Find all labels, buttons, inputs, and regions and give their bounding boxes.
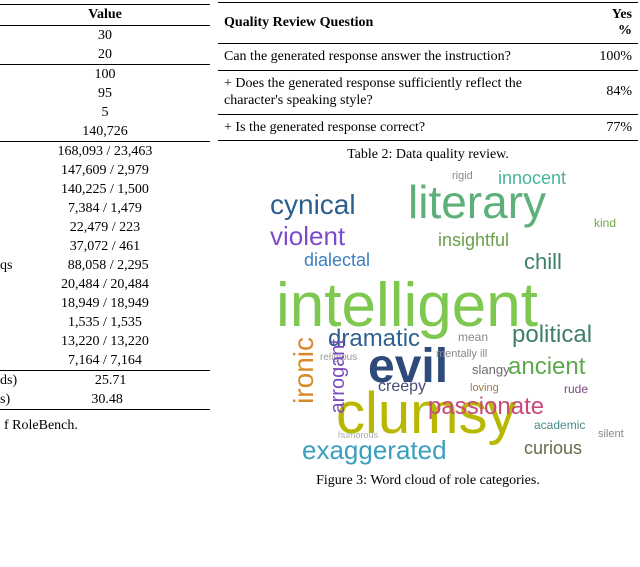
qr-pct-cell: 77%: [589, 114, 638, 141]
wordcloud-word: insightful: [438, 231, 509, 249]
wordcloud-word: exaggerated: [302, 437, 447, 463]
left-table-region: Value 3020100955140,726168,093 / 23,4631…: [0, 0, 210, 567]
qr-question-cell: Can the generated response answer the in…: [218, 44, 589, 71]
quality-review-table: Quality Review Question Yes % Can the ge…: [218, 2, 638, 141]
wordcloud-word: cynical: [270, 191, 356, 219]
left-table-cell: 140,726: [0, 122, 210, 142]
wordcloud-word: curious: [524, 439, 582, 457]
left-table-cell: 22,479 / 223: [0, 218, 210, 237]
wordcloud-word: dialectal: [304, 251, 370, 269]
qr-pct-cell: 100%: [589, 44, 638, 71]
left-table-cell: ds)25.71: [0, 371, 210, 391]
wordcloud-word: mentally ill: [436, 349, 487, 360]
left-table-cell: 13,220 / 13,220: [0, 332, 210, 351]
left-values-table: Value 3020100955140,726168,093 / 23,4631…: [0, 4, 210, 410]
left-table-cell: 1,535 / 1,535: [0, 313, 210, 332]
wordcloud-word: violent: [270, 223, 345, 249]
left-table-cell: 7,384 / 1,479: [0, 199, 210, 218]
wordcloud-word: political: [512, 323, 592, 347]
qr-question-cell: + Does the generated response sufficient…: [218, 70, 589, 114]
qr-header-question: Quality Review Question: [218, 3, 589, 44]
left-table-cell: 18,949 / 18,949: [0, 294, 210, 313]
right-column: Quality Review Question Yes % Can the ge…: [218, 0, 638, 489]
qr-header-pct: Yes %: [589, 3, 638, 44]
left-table-caption: f RoleBench.: [0, 418, 210, 434]
qr-pct-cell: 84%: [589, 70, 638, 114]
wordcloud-word: arrogant: [328, 339, 348, 414]
table2-caption: Table 2: Data quality review.: [218, 147, 638, 163]
wordcloud-word: kind: [594, 217, 616, 229]
wordcloud-word: silent: [598, 429, 624, 440]
wordcloud-word: passionate: [428, 395, 544, 419]
left-table-cell: 100: [0, 65, 210, 85]
figure3-caption: Figure 3: Word cloud of role categories.: [218, 473, 638, 489]
left-table-cell: 140,225 / 1,500: [0, 180, 210, 199]
wordcloud-word: innocent: [498, 169, 566, 187]
wordcloud-word: humorous: [338, 431, 378, 440]
wordcloud-word: rigid: [452, 171, 473, 182]
left-table-header: Value: [0, 5, 210, 26]
left-table-cell: 20,484 / 20,484: [0, 275, 210, 294]
left-table-cell: 168,093 / 23,463: [0, 142, 210, 162]
left-table-cell: 20: [0, 45, 210, 65]
left-table-cell: 5: [0, 103, 210, 122]
left-table-cell: s)30.48: [0, 390, 210, 410]
wordcloud-word: ironic: [290, 337, 318, 404]
left-table-cell: 7,164 / 7,164: [0, 351, 210, 371]
left-table-cell: qs88,058 / 2,295: [0, 256, 210, 275]
wordcloud-word: mean: [458, 331, 488, 343]
wordcloud-word: ancient: [508, 355, 585, 379]
wordcloud-word: academic: [534, 419, 585, 431]
left-table-cell: 95: [0, 84, 210, 103]
wordcloud-word: chill: [524, 251, 562, 273]
wordcloud-word: slangy: [472, 363, 510, 376]
wordcloud-word: creepy: [378, 379, 426, 395]
qr-question-cell: + Is the generated response correct?: [218, 114, 589, 141]
left-table-cell: 30: [0, 26, 210, 46]
left-table-cell: 147,609 / 2,979: [0, 161, 210, 180]
wordcloud-word: rude: [564, 383, 588, 395]
left-table-cell: 37,072 / 461: [0, 237, 210, 256]
wordcloud-figure: intelligentclumsyevilliterarycynicalviol…: [228, 167, 628, 467]
